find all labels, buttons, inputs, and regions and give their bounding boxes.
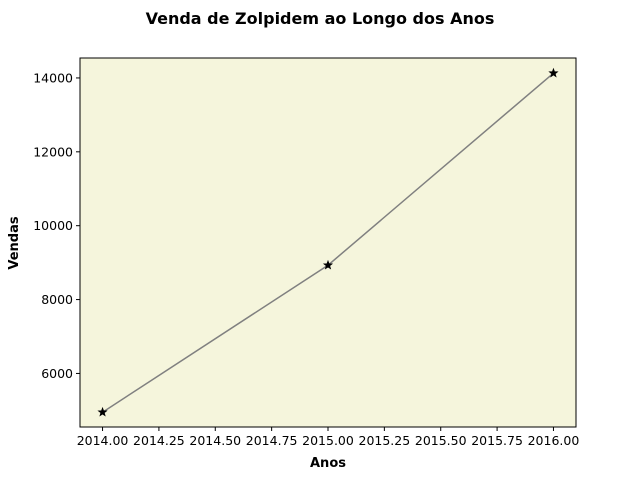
- data-point-marker: [322, 259, 334, 270]
- y-tick-label: 8000: [41, 292, 73, 307]
- data-point-marker: [97, 406, 108, 417]
- x-axis-label: Anos: [310, 456, 346, 471]
- chart-title: Venda de Zolpidem ao Longo dos Anos: [146, 9, 495, 28]
- series-layer: [97, 67, 559, 417]
- y-tick-label: 14000: [33, 70, 73, 85]
- data-point-marker: [548, 67, 559, 78]
- x-tick-label: 2014.50: [189, 433, 241, 448]
- x-tick-label: 2015.50: [415, 433, 467, 448]
- plot-area: [80, 58, 576, 427]
- x-tick-label: 2015.25: [359, 433, 411, 448]
- x-tick-label: 2014.75: [246, 433, 298, 448]
- x-tick-label: 2015.00: [302, 433, 354, 448]
- y-tick-label: 10000: [33, 218, 73, 233]
- x-tick-label: 2015.75: [471, 433, 523, 448]
- y-tick-label: 6000: [41, 366, 73, 381]
- x-tick-label: 2016.00: [528, 433, 580, 448]
- y-axis-label: Vendas: [7, 216, 22, 270]
- x-axis-ticks: 2014.00 2014.25 2014.50 2014.75 2015.00 2015.…: [77, 427, 580, 448]
- plot-frame: [79, 57, 577, 428]
- y-tick-label: 12000: [33, 144, 73, 159]
- y-axis-ticks: 6000 8000 10000 12000 14000: [33, 70, 80, 381]
- x-tick-label: 2014.00: [77, 433, 129, 448]
- x-tick-label: 2014.25: [133, 433, 185, 448]
